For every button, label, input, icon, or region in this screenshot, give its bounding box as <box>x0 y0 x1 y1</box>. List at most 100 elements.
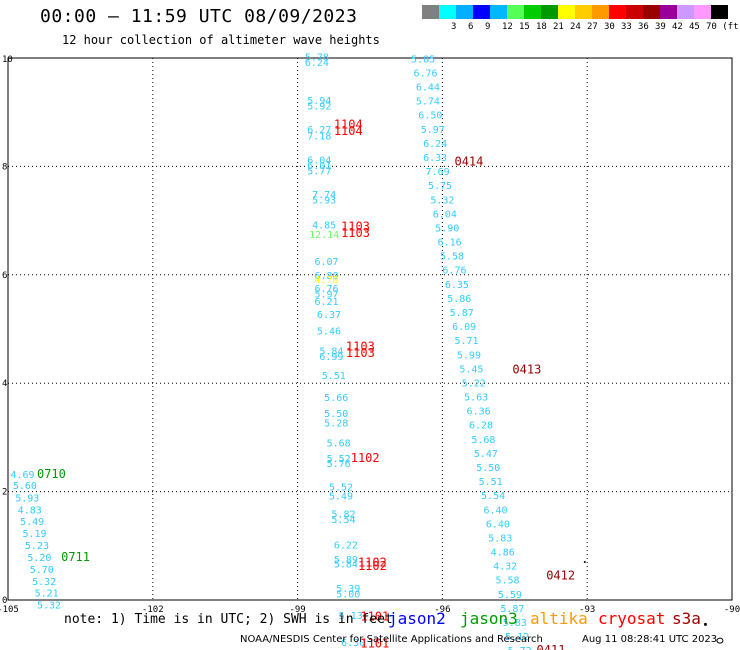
legend-label: 36 <box>638 22 649 32</box>
wave-height-value: 5.58 <box>440 252 464 263</box>
wave-height-value: 6.44 <box>416 83 440 94</box>
wave-height-value: 5.46 <box>317 326 341 337</box>
wave-height-value: 6.37 <box>317 310 341 321</box>
wave-height-value: 5.52 <box>327 454 351 465</box>
wave-height-value: 5.72 <box>508 646 532 650</box>
wave-height-value: 5.78 <box>305 53 329 64</box>
wave-height-value: 5.59 <box>498 590 522 601</box>
wave-height-value: 5.68 <box>327 439 351 450</box>
x-tick-label: -93 <box>579 605 595 615</box>
pass-time-label: 1102 <box>358 555 387 569</box>
wave-height-value: 6.04 <box>307 156 331 167</box>
legend-label: 9 <box>485 22 491 32</box>
wave-height-value: 5.75 <box>428 181 452 192</box>
legend-swatch <box>711 5 728 19</box>
legend-swatch <box>490 5 507 19</box>
y-tick-label: 8 <box>2 162 7 172</box>
wave-height-value: 7.74 <box>312 190 336 201</box>
y-tick-label: 4 <box>2 379 7 389</box>
wave-height-value: 5.89 <box>334 555 358 566</box>
wave-height-value: 6.09 <box>452 322 476 333</box>
wave-height-value: 5.20 <box>27 553 51 564</box>
wave-height-value: 5.99 <box>457 350 481 361</box>
page-title: 00:00 – 11:59 UTC 08/09/2023 <box>40 6 358 27</box>
legend-swatch <box>524 5 541 19</box>
legend-label: 15 <box>519 22 530 32</box>
island-shape <box>703 622 707 626</box>
legend-swatch <box>541 5 558 19</box>
legend-swatch <box>422 5 439 19</box>
pass-time-label: 1102 <box>358 559 387 573</box>
wave-height-value: 5.22 <box>462 378 486 389</box>
wave-height-value: 6.99 <box>319 352 343 363</box>
pass-time-label: 0710 <box>37 467 66 481</box>
note-text: note: 1) Time is in UTC; 2) SWH is in fe… <box>64 612 393 627</box>
wave-height-value: 6.33 <box>423 153 447 164</box>
x-tick-label: -99 <box>289 605 305 615</box>
wave-height-value: 6.22 <box>334 541 358 552</box>
legend-swatch <box>694 5 711 19</box>
wave-height-value: 6.04 <box>433 209 457 220</box>
wave-height-value: 6.76 <box>315 284 339 295</box>
wave-height-value: 5.63 <box>464 393 488 404</box>
wave-height-value: 5.97 <box>421 125 445 136</box>
wave-height-value: 5.23 <box>25 541 49 552</box>
wave-height-value: 5.19 <box>22 529 46 540</box>
wave-height-value: 6.76 <box>413 68 437 79</box>
wave-height-value: 5.90 <box>435 223 459 234</box>
y-tick-label: 0 <box>2 596 7 606</box>
legend-label: 3 <box>451 22 457 32</box>
legend-label: 30 <box>604 22 615 32</box>
wave-height-value: 5.50 <box>324 409 348 420</box>
wave-height-value: 5.92 <box>307 101 331 112</box>
wave-height-value: 5.71 <box>454 336 478 347</box>
legend-swatch <box>626 5 643 19</box>
legend-label: 27 <box>587 22 598 32</box>
footer-credit: NOAA/NESDIS Center for Satellite Applica… <box>240 634 543 645</box>
wave-height-value: 5.52 <box>329 483 353 494</box>
wave-height-value: 5.82 <box>331 510 355 521</box>
wave-height-value: 4.70 <box>315 275 339 286</box>
pass-time-label: 1101 <box>360 610 389 624</box>
wave-height-value: 6.28 <box>469 421 493 432</box>
wave-height-value: 5.74 <box>416 97 440 108</box>
wave-height-value: 6.76 <box>442 266 466 277</box>
wave-height-value: 5.13 <box>339 611 363 622</box>
pass-time-label: 1102 <box>351 451 380 465</box>
wave-height-value: 6.40 <box>486 519 510 530</box>
x-tick-label: -96 <box>434 605 450 615</box>
legend-label: 12 <box>502 22 513 32</box>
pass-time-label: 1101 <box>360 637 389 650</box>
sat-label-cryosat: cryosat <box>598 609 666 628</box>
legend-swatch <box>507 5 524 19</box>
wave-height-value: 5.32 <box>430 195 454 206</box>
wave-height-value: 5.54 <box>331 515 355 526</box>
plot-frame <box>7 57 733 601</box>
wave-height-value: 5.39 <box>336 584 360 595</box>
x-tick-label: -105 <box>0 605 19 615</box>
wave-height-value: 5.84 <box>334 559 358 570</box>
x-tick-label: -102 <box>142 605 164 615</box>
wave-height-value: 5.68 <box>471 435 495 446</box>
wave-height-value: 5.85 <box>411 54 435 65</box>
wave-height-value: 5.54 <box>481 491 505 502</box>
legend-label: 24 <box>570 22 581 32</box>
wave-height-value: 6.35 <box>445 280 469 291</box>
legend-swatch <box>558 5 575 19</box>
wave-height-value: 5.28 <box>324 419 348 430</box>
legend-label: 21 <box>553 22 564 32</box>
page-subtitle: 12 hour collection of altimeter wave hei… <box>62 33 380 47</box>
sat-label-altika: altika <box>530 609 588 628</box>
wave-height-value: 4.83 <box>18 505 42 516</box>
wave-height-value: 5.66 <box>324 393 348 404</box>
wave-height-value: 5.94 <box>307 96 331 107</box>
wave-height-value: 6.07 <box>315 257 339 268</box>
pass-time-label: 0412 <box>546 568 575 582</box>
wave-height-value: 5.83 <box>488 533 512 544</box>
wave-height-value: 5.87 <box>450 308 474 319</box>
y-tick-label: 10 <box>2 55 13 65</box>
wave-height-value: 6.27 <box>307 125 331 136</box>
